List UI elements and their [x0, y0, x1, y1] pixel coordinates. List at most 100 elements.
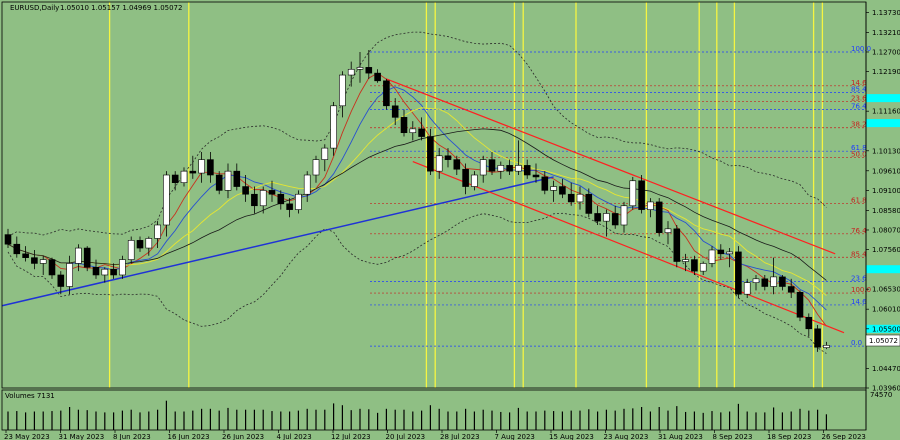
candle-body	[814, 328, 821, 348]
candle-body	[145, 238, 153, 249]
price-tick-label: 1.13730	[872, 9, 900, 17]
candle-body	[365, 67, 373, 74]
candle-body	[347, 68, 355, 76]
price-tick-label: 1.07560	[872, 246, 900, 254]
time-tick-label: 26 Sep 2023	[822, 433, 866, 440]
time-tick-label: 20 Jul 2023	[386, 433, 426, 440]
candle-body	[770, 276, 777, 287]
candle-body	[515, 165, 522, 172]
candle-body	[189, 170, 197, 174]
candle-body	[31, 257, 38, 264]
time-tick-label: 12 Jul 2023	[331, 433, 371, 440]
candle-body	[629, 180, 637, 207]
candle-body	[242, 186, 249, 195]
fib-level-label: 14.6	[851, 298, 867, 306]
candle-body	[805, 316, 813, 330]
candle-body	[506, 165, 513, 172]
candle-body	[224, 170, 232, 191]
time-tick-label: 23 Aug 2023	[604, 433, 649, 440]
candle-body	[647, 201, 654, 210]
candle-body	[295, 193, 302, 210]
candle-body	[374, 72, 381, 82]
candle-body	[418, 128, 425, 137]
fib-level-label: 38.2	[851, 121, 867, 129]
candle-body	[180, 170, 188, 183]
time-tick-label: 4 Jul 2023	[277, 433, 312, 440]
level-marker-box	[866, 94, 900, 103]
candle-body	[233, 170, 241, 187]
candle-body	[691, 259, 698, 272]
price-tick-label: 1.10130	[872, 147, 900, 155]
candle-body	[154, 224, 161, 239]
time-tick-label: 15 Aug 2023	[549, 433, 594, 440]
price-tick-label: 1.12700	[872, 48, 900, 56]
candle-body	[312, 159, 320, 176]
volume-label: Volumes 7131	[5, 392, 55, 400]
fib-level-label: 23.6	[851, 275, 867, 283]
current-price-label: 1.05072	[869, 337, 898, 345]
moving-average-8	[7, 86, 827, 311]
candle-body	[268, 190, 276, 195]
candle-body	[779, 276, 786, 287]
candle-body	[321, 147, 329, 160]
candle-body	[761, 278, 769, 287]
candle-body	[119, 259, 126, 276]
time-tick-label: 31 May 2023	[59, 433, 105, 440]
channel-lower-line	[412, 160, 845, 334]
candle-body	[48, 259, 56, 276]
fib-level-label: 76.4	[851, 227, 867, 235]
channel-upper-line	[386, 78, 836, 255]
current-price-box	[865, 334, 900, 347]
candle-body	[787, 286, 795, 293]
candle-body	[497, 165, 505, 172]
symbol-label: EURUSD,Daily	[10, 4, 59, 12]
fib-level-label: 61.8	[851, 196, 867, 204]
fib-level-label: 76.4	[851, 103, 867, 111]
moving-average-20	[7, 128, 827, 281]
time-tick-label: 26 Jun 2023	[222, 433, 264, 440]
candle-body	[717, 249, 725, 255]
price-tick-label: 1.03960	[872, 385, 900, 393]
fib-level-label: 14.6	[851, 79, 867, 87]
price-tick-label: 1.09610	[872, 167, 900, 175]
candle-body	[163, 174, 170, 226]
candle-body	[303, 174, 311, 195]
price-tick-label: 1.08070	[872, 226, 900, 234]
candle-body	[611, 213, 619, 226]
candle-body	[356, 67, 364, 70]
fib-level-label: 50.0	[851, 150, 867, 158]
candle-body	[444, 155, 452, 160]
candle-body	[576, 193, 584, 203]
candle-body	[743, 282, 751, 295]
candle-body	[66, 263, 73, 287]
candle-body	[13, 243, 21, 255]
candle-body	[57, 274, 65, 287]
candle-body	[330, 105, 337, 149]
candle-body	[594, 213, 601, 222]
candle-body	[471, 174, 478, 187]
price-tick-label: 1.12190	[872, 68, 900, 76]
candle-body	[171, 174, 179, 183]
candle-body	[673, 228, 681, 262]
candle-body	[567, 193, 575, 203]
candle-body	[277, 193, 285, 205]
fib-level-label: 100.0	[851, 286, 871, 294]
time-tick-label: 7 Aug 2023	[495, 433, 535, 440]
candle-body	[136, 240, 144, 249]
price-tick-label: 1.05500	[872, 325, 900, 333]
ohlc-readout: 1.05010 1.05157 1.04969 1.05072	[60, 4, 182, 12]
candle-body	[92, 266, 100, 276]
candle-body	[215, 174, 223, 191]
candle-body	[664, 228, 672, 233]
candle-body	[585, 193, 593, 214]
volume-axis-max: 74570	[870, 391, 892, 399]
candle-body	[726, 251, 733, 255]
candle-body	[4, 234, 12, 245]
candle-body	[207, 159, 214, 176]
candle-body	[620, 205, 628, 226]
time-tick-label: 31 Aug 2023	[658, 433, 703, 440]
candle-body	[479, 159, 487, 176]
price-tick-label: 1.08580	[872, 207, 900, 215]
candle-body	[638, 180, 645, 210]
